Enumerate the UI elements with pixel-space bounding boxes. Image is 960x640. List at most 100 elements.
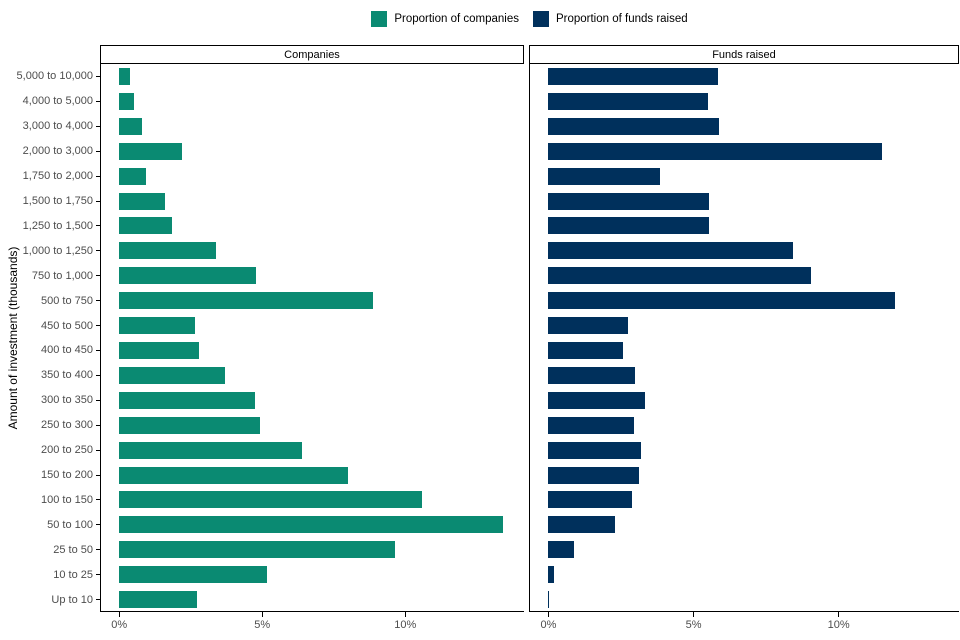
bar-companies <box>118 366 225 384</box>
x-axis-tick <box>838 612 840 617</box>
x-axis-tick-label: 5% <box>254 619 271 631</box>
bar-funds-raised <box>547 242 794 260</box>
bar-companies <box>118 491 422 509</box>
bar-funds-raised <box>547 516 615 534</box>
y-axis-tick <box>95 524 100 526</box>
y-axis-tick-label: 450 to 500 <box>41 319 93 332</box>
y-axis-tick <box>95 300 100 302</box>
bar-companies <box>118 566 268 584</box>
y-axis-tick-label: 25 to 50 <box>53 543 93 556</box>
y-axis-tick <box>95 75 100 77</box>
y-axis-tick <box>95 374 100 376</box>
legend-swatch-companies <box>371 11 388 27</box>
bar-companies <box>118 516 504 534</box>
bar-funds-raised <box>547 341 624 359</box>
x-axis-tick <box>261 612 263 617</box>
y-axis-tick <box>95 549 100 551</box>
bar-companies <box>118 142 182 160</box>
chart-legend: Proportion of companies Proportion of fu… <box>100 8 959 30</box>
facet-strip-funds: Funds raised <box>529 45 959 64</box>
bar-companies <box>118 466 348 484</box>
bar-funds-raised <box>547 117 720 135</box>
bar-companies <box>118 192 165 210</box>
bar-companies <box>118 341 199 359</box>
bar-funds-raised <box>547 591 550 609</box>
bar-companies <box>118 117 142 135</box>
x-axis-tick-label: 0% <box>111 619 128 631</box>
y-axis-tick <box>95 499 100 501</box>
y-axis-tick-label: 3,000 to 4,000 <box>22 120 93 133</box>
x-axis-tick <box>693 612 695 617</box>
y-axis-tick <box>95 100 100 102</box>
y-axis-tick-label: 50 to 100 <box>47 518 93 531</box>
y-axis-tick-label: 750 to 1,000 <box>31 269 93 282</box>
y-axis-tick-label: 10 to 25 <box>53 568 93 581</box>
bar-funds-raised <box>547 441 641 459</box>
x-axis-tick-label: 10% <box>827 619 850 631</box>
facet-strip-companies: Companies <box>100 45 524 64</box>
y-axis-tick-label: 1,000 to 1,250 <box>22 244 93 257</box>
bar-companies <box>118 67 131 85</box>
y-axis-tick-label: 300 to 350 <box>41 394 93 407</box>
y-axis-tick <box>95 175 100 177</box>
y-axis-tick <box>95 150 100 152</box>
y-axis-tick-label: 1,500 to 1,750 <box>22 195 93 207</box>
bar-companies <box>118 391 255 409</box>
legend-label-companies: Proportion of companies <box>394 13 519 25</box>
bar-funds-raised <box>547 566 554 584</box>
bar-funds-raised <box>547 391 646 409</box>
bar-funds-raised <box>547 491 633 509</box>
x-axis-tick-label: 10% <box>394 619 417 631</box>
bar-funds-raised <box>547 416 634 434</box>
bar-funds-raised <box>547 541 575 559</box>
bar-companies <box>118 92 135 110</box>
y-axis-tick-label: 150 to 200 <box>41 469 93 481</box>
legend-item-funds: Proportion of funds raised <box>532 11 688 27</box>
bar-funds-raised <box>547 142 882 160</box>
y-axis-tick-label: 500 to 750 <box>41 294 93 307</box>
y-axis-tick-label: 1,250 to 1,500 <box>22 219 93 232</box>
y-axis-tick <box>95 349 100 351</box>
y-axis-tick <box>95 574 100 576</box>
bar-funds-raised <box>547 67 718 85</box>
y-axis-tick <box>95 599 100 601</box>
x-axis-tick-label: 0% <box>540 619 557 631</box>
y-axis-tick-label: 1,750 to 2,000 <box>22 170 93 183</box>
y-axis-tick-label: 350 to 400 <box>41 369 93 382</box>
bar-funds-raised <box>547 366 636 384</box>
bar-companies <box>118 242 216 260</box>
y-axis-tick-label: 2,000 to 3,000 <box>22 145 93 158</box>
x-axis-tick <box>547 612 549 617</box>
x-axis-tick-label: 5% <box>685 619 702 631</box>
panel-funds <box>529 64 959 612</box>
y-axis-tick <box>95 399 100 401</box>
bar-funds-raised <box>547 317 628 335</box>
bar-companies <box>118 591 198 609</box>
y-axis-tick-label: 100 to 150 <box>41 493 93 506</box>
y-axis-tick <box>95 200 100 202</box>
bar-companies <box>118 267 257 285</box>
bar-companies <box>118 416 261 434</box>
x-axis-tick <box>404 612 406 617</box>
bar-companies <box>118 441 302 459</box>
y-axis-tick-label: 4,000 to 5,000 <box>22 95 93 108</box>
y-axis-tick <box>95 225 100 227</box>
y-axis-tick <box>95 275 100 277</box>
bar-funds-raised <box>547 292 895 310</box>
bar-funds-raised <box>547 167 660 185</box>
bar-companies <box>118 217 172 235</box>
y-axis-tick <box>95 250 100 252</box>
y-axis-tick <box>95 449 100 451</box>
bar-funds-raised <box>547 192 709 210</box>
bar-funds-raised <box>547 217 709 235</box>
y-axis-tick <box>95 125 100 127</box>
y-axis-tick-label: 200 to 250 <box>41 444 93 457</box>
bar-companies <box>118 317 195 335</box>
legend-label-funds: Proportion of funds raised <box>555 13 688 25</box>
bar-funds-raised <box>547 92 708 110</box>
legend-swatch-funds <box>532 11 549 27</box>
bar-companies <box>118 167 146 185</box>
bar-companies <box>118 292 374 310</box>
y-axis-tick <box>95 424 100 426</box>
y-axis-tick-label: 5,000 to 10,000 <box>16 70 93 83</box>
